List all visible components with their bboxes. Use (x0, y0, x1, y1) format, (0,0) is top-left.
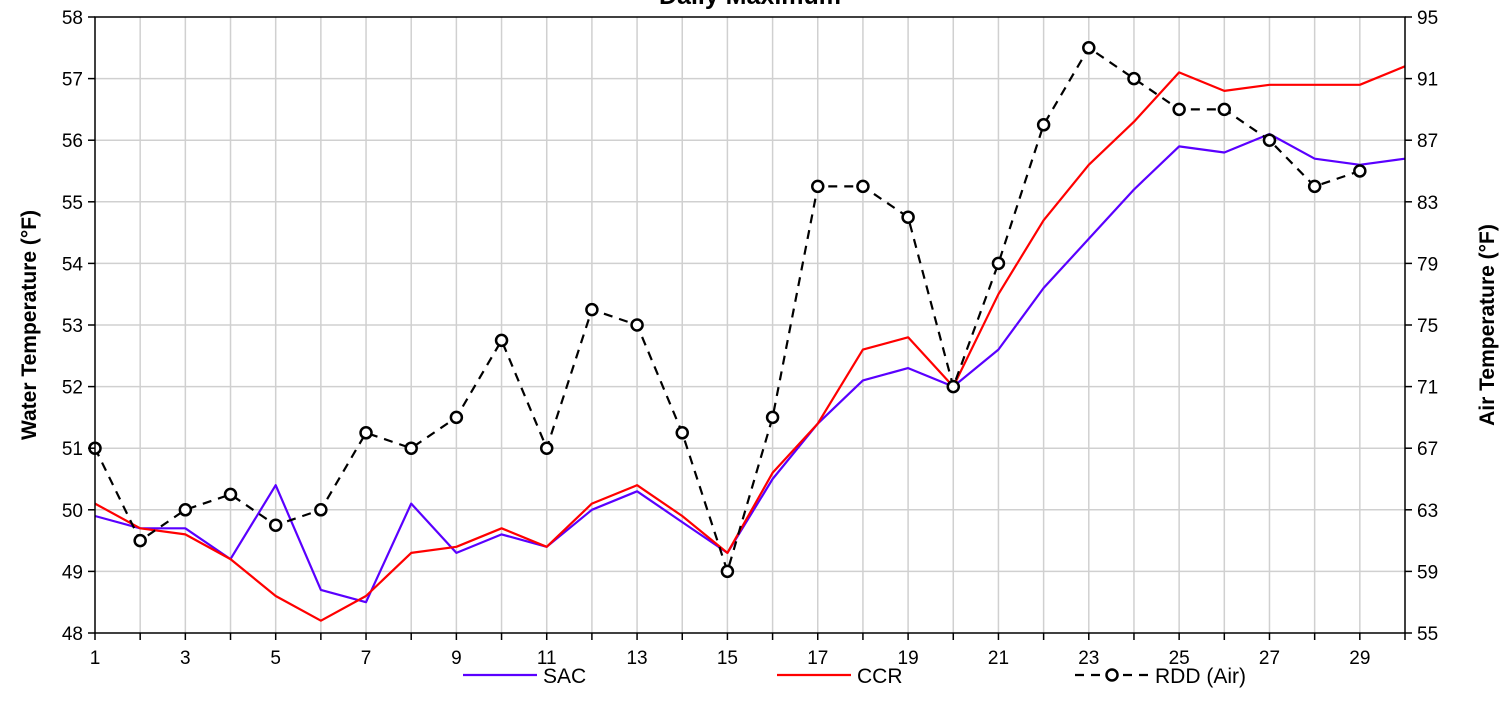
x-tick-label: 3 (180, 648, 191, 669)
x-tick-label: 21 (988, 648, 1009, 669)
data-point-rdd-air (449, 410, 464, 425)
legend-label-sac: SAC (543, 665, 586, 688)
y-axis-title: Water Temperature (°F) (18, 210, 41, 440)
data-point-rdd-air (1353, 164, 1367, 178)
data-point-rdd-air (1127, 71, 1141, 86)
y2-tick-label: 55 (1417, 624, 1438, 645)
x-tick-label: 9 (451, 648, 462, 669)
data-point-rdd-air (268, 518, 283, 532)
y2-tick-label: 83 (1417, 193, 1438, 214)
axis-ticks: 1 3 5 7 9 11 13 15 17 19 21 23 25 27 29484950515253545… (62, 8, 1438, 669)
x-tick-label: 7 (361, 648, 372, 669)
data-point-rdd-air (946, 379, 961, 394)
x-tick-label: 5 (270, 648, 281, 669)
chart-title: Daily Maximum (659, 0, 841, 10)
x-tick-label: 1 (90, 648, 101, 669)
data-point-rdd-air (630, 318, 644, 332)
legend-marker-rdd-air (1105, 668, 1119, 682)
x-tick-label: 17 (807, 648, 828, 669)
legend: SAC CCR RDD (Air) (463, 665, 1246, 688)
data-point-rdd-air (901, 210, 915, 224)
data-point-rdd-air (1307, 179, 1322, 194)
y-tick-label: 58 (62, 8, 83, 29)
y-tick-label: 51 (62, 439, 83, 460)
data-point-rdd-air (404, 441, 418, 455)
data-point-rdd-air (1262, 133, 1277, 147)
x-tick-label: 11 (537, 648, 557, 669)
y2-tick-label: 79 (1417, 254, 1438, 275)
data-point-rdd-air (856, 179, 870, 194)
data-point-rdd-air (314, 503, 328, 517)
data-point-rdd-air (675, 426, 689, 440)
data-point-rdd-air (720, 564, 735, 579)
y-tick-label: 48 (62, 624, 83, 645)
y2-axis-title: Air Temperature (°F) (1476, 224, 1499, 426)
grid-lines (95, 17, 1405, 633)
data-point-rdd-air (811, 179, 825, 194)
y2-tick-label: 67 (1417, 439, 1438, 460)
series-line-rdd-air (94, 46, 1361, 573)
y2-tick-label: 95 (1417, 8, 1438, 29)
data-point-rdd-air (1036, 118, 1051, 132)
x-tick-label: 13 (626, 648, 647, 669)
data-point-rdd-air (585, 302, 599, 317)
series-line-sac (94, 132, 1406, 604)
y-tick-label: 52 (62, 378, 83, 399)
data-point-rdd-air (359, 426, 373, 440)
data-point-rdd-air (178, 503, 193, 517)
data-point-rdd-air (494, 333, 509, 348)
y-tick-label: 55 (62, 193, 83, 214)
y2-tick-label: 87 (1417, 131, 1438, 152)
data-point-rdd-air (1082, 41, 1096, 55)
y-tick-label: 53 (62, 316, 83, 337)
y-tick-label: 57 (62, 70, 83, 91)
series-group (88, 41, 1406, 622)
y2-tick-label: 59 (1417, 562, 1438, 583)
x-tick-label: 29 (1349, 648, 1370, 669)
data-point-rdd-air (133, 533, 147, 548)
x-tick-label: 25 (1169, 648, 1190, 669)
y2-tick-label: 91 (1417, 70, 1438, 91)
y2-tick-label: 75 (1417, 316, 1438, 337)
y2-tick-label: 63 (1417, 501, 1438, 522)
x-tick-label: 15 (717, 648, 738, 669)
legend-label-ccr: CCR (857, 665, 903, 688)
data-point-rdd-air (765, 410, 780, 425)
x-tick-label: 23 (1078, 648, 1099, 669)
data-point-rdd-air (223, 487, 238, 502)
x-tick-label: 19 (898, 648, 919, 669)
data-point-rdd-air (1217, 102, 1232, 117)
x-tick-label: 27 (1259, 648, 1280, 669)
series-line-ccr (94, 65, 1406, 622)
y-tick-label: 50 (62, 501, 83, 522)
y2-tick-label: 71 (1417, 378, 1438, 399)
y-tick-label: 49 (62, 562, 83, 583)
y-tick-label: 54 (62, 254, 84, 275)
data-point-rdd-air (1172, 102, 1186, 117)
data-point-rdd-air (991, 256, 1006, 271)
legend-label-rdd-air: RDD (Air) (1155, 665, 1246, 688)
data-point-rdd-air (539, 441, 554, 455)
y-tick-label: 56 (62, 131, 83, 152)
